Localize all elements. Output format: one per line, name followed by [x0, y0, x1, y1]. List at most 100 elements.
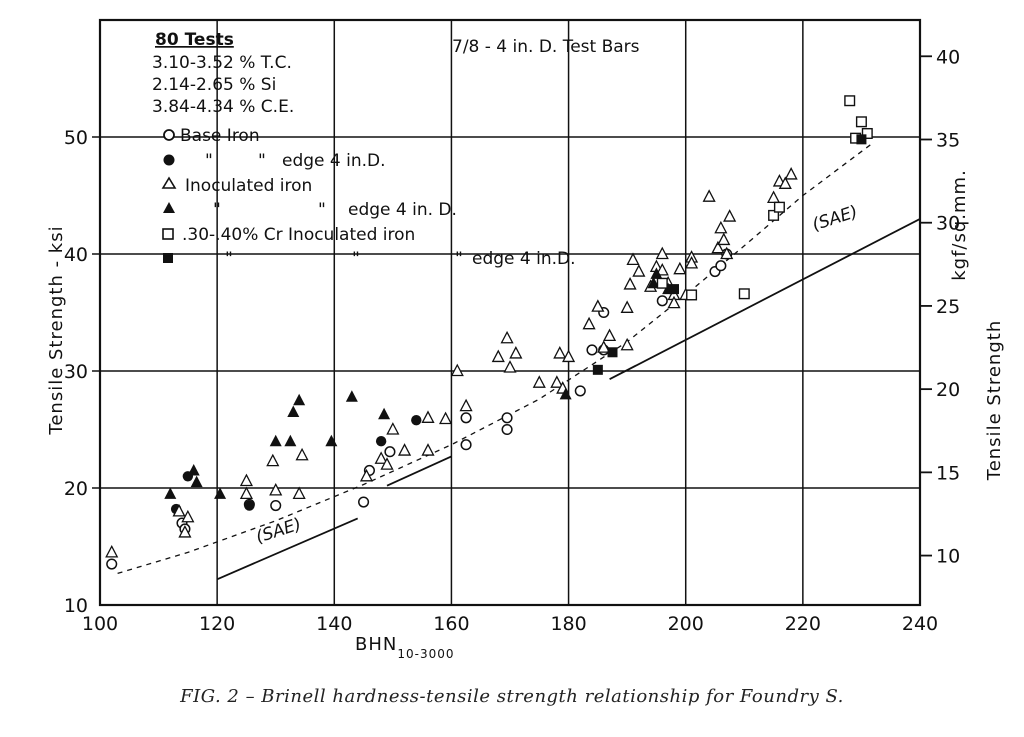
point-inoculated-edge: [647, 276, 660, 289]
point-base-iron: [384, 446, 396, 458]
point-inoculated: [500, 330, 514, 344]
data-points: [105, 95, 873, 570]
plot-area: [98, 18, 922, 607]
stats-heading: 80 Tests: [155, 30, 234, 50]
point-inoculated: [711, 240, 725, 254]
legend-ditto-4: ": [318, 200, 326, 220]
point-inoculated: [673, 261, 687, 275]
point-base-iron: [460, 439, 472, 451]
point-inoculated: [374, 451, 388, 464]
point-inoculated: [702, 189, 716, 202]
point-inoculated: [623, 277, 637, 290]
point-cr-inoculated: [855, 116, 867, 128]
sae-line: [609, 218, 921, 380]
legend-label-base: Base Iron: [180, 126, 260, 146]
point-inoculated: [380, 457, 394, 470]
y-axis-right-title: Tensile Strength: [984, 320, 1005, 481]
y-axis-title: Tensile Strength - ksi: [46, 225, 67, 435]
y-right-tick-label: 15: [936, 462, 960, 484]
x-tick-label: 140: [316, 613, 352, 635]
y-right-tick-label: 35: [936, 129, 960, 151]
point-inoculated: [553, 346, 567, 359]
legend-label-cr: .30-.40% Cr Inoculated iron: [182, 225, 415, 245]
point-inoculated: [509, 346, 523, 359]
x-tick-label: 240: [902, 613, 938, 635]
point-inoculated: [591, 299, 605, 312]
point-base-iron: [586, 344, 598, 356]
legend-label-inoculated-edge: edge 4 in. D.: [348, 200, 457, 220]
point-inoculated: [655, 246, 669, 260]
point-inoculated-edge: [287, 405, 300, 417]
y-tick-label: 20: [64, 478, 88, 500]
point-inoculated: [626, 252, 640, 266]
legend-label-inoculated: Inoculated iron: [185, 176, 312, 196]
legend-marker-inoculated: [161, 176, 177, 189]
point-inoculated: [720, 246, 734, 260]
point-cr-inoculated-edge: [592, 364, 603, 375]
legend-marker-base: [163, 129, 175, 141]
legend-ditto-5: ": [225, 249, 233, 269]
point-inoculated: [181, 509, 195, 523]
figure-caption: FIG. 2 – Brinell hardness-tensile streng…: [179, 686, 844, 707]
y-axis-right-unit: kgf/sq.mm.: [949, 169, 970, 281]
point-cr-inoculated-edge: [856, 134, 867, 145]
legend-ditto-3: ": [213, 200, 221, 220]
legend-ditto-7: ": [455, 249, 463, 269]
point-base-iron: [106, 558, 118, 570]
y-tick-label: 30: [64, 361, 88, 383]
point-inoculated: [597, 340, 611, 353]
sae-label: (SAE): [254, 514, 304, 547]
point-inoculated: [620, 337, 634, 351]
point-inoculated: [269, 482, 283, 496]
y-right-tick-label: 25: [936, 296, 960, 318]
point-cr-inoculated-edge: [669, 284, 679, 295]
point-inoculated: [561, 349, 576, 363]
point-inoculated-edge: [187, 463, 200, 476]
legend-marker-base-edge: [163, 154, 175, 166]
legend-marker-inoculated-edge: [163, 202, 175, 213]
point-base-iron: [358, 496, 370, 508]
point-inoculated-edge: [325, 434, 338, 447]
point-base-iron: [656, 295, 668, 307]
point-inoculated: [295, 447, 309, 461]
sae-line: [386, 455, 452, 487]
point-inoculated: [684, 255, 699, 269]
stats-line-tc: 3.10-3.52 % T.C.: [152, 53, 292, 73]
legend-ditto-6: ": [352, 249, 360, 269]
point-inoculated: [172, 503, 186, 517]
point-inoculated: [397, 443, 412, 456]
reference-curves: [117, 142, 921, 581]
x-tick-label: 180: [550, 613, 586, 635]
point-inoculated: [714, 220, 728, 234]
point-cr-inoculated: [656, 277, 668, 289]
point-base-iron: [574, 385, 586, 397]
point-inoculated-edge: [214, 487, 227, 499]
y-tick-label: 50: [64, 127, 88, 149]
point-inoculated: [239, 486, 254, 500]
point-base-iron-edge: [244, 500, 255, 511]
legend-marker-cr: [162, 228, 174, 240]
point-inoculated: [491, 349, 505, 363]
point-inoculated: [421, 443, 435, 456]
point-inoculated: [778, 176, 792, 189]
point-base-iron: [270, 500, 282, 512]
legend-ditto-1: ": [205, 151, 213, 171]
point-cr-inoculated: [686, 289, 698, 301]
y-tick-label: 40: [64, 244, 88, 266]
point-inoculated: [292, 486, 306, 500]
point-inoculated: [766, 190, 781, 203]
legend-label-cr-edge: edge 4 in.D.: [472, 249, 576, 269]
point-inoculated-edge: [345, 390, 358, 402]
point-base-iron: [460, 412, 472, 424]
chart-title: 7/8 - 4 in. D. Test Bars: [452, 37, 640, 57]
legend: Base Iron " " edge 4 in.D. Inoculated ir…: [161, 126, 576, 269]
point-base-iron: [501, 412, 513, 424]
point-base-iron: [715, 260, 727, 272]
point-inoculated: [450, 363, 464, 377]
x-tick-label: 160: [433, 613, 469, 635]
point-inoculated: [421, 410, 435, 423]
point-inoculated: [632, 264, 646, 277]
point-inoculated: [459, 398, 473, 412]
point-inoculated: [723, 209, 737, 222]
